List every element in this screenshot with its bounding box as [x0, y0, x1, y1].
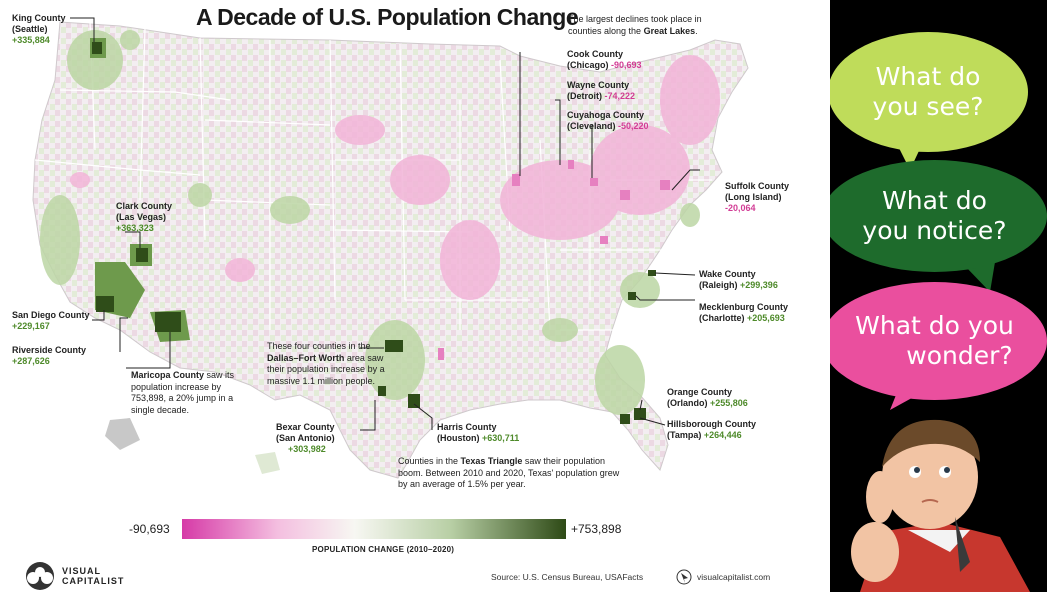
legend-min: -90,693	[129, 522, 170, 536]
texas-triangle-note: Counties in the Texas Triangle saw their…	[398, 456, 620, 489]
map-title: A Decade of U.S. Population Change	[196, 4, 579, 30]
label-orange-county: Orange County (Orlando) +255,806	[667, 387, 748, 408]
prompt-panel: What do you see? What do you notice? What …	[830, 0, 1047, 592]
legend-max: +753,898	[571, 522, 622, 536]
label-mecklenburg-county: Mecklenburg County (Charlotte) +205,693	[699, 302, 789, 323]
label-hillsborough-county: Hillsborough County (Tampa) +264,446	[667, 419, 756, 440]
label-harris-county: Harris County (Houston) +630,711	[437, 422, 520, 443]
dfw-note: These four counties in the Dallas–Fort W…	[267, 341, 385, 386]
strong-decline-regions	[438, 160, 670, 360]
source-text: Source: U.S. Census Bureau, USAFacts	[491, 572, 644, 582]
alaska-shape	[105, 418, 140, 450]
label-cuyahoga-county: Cuyahoga County (Cleveland) -50,220	[567, 110, 649, 131]
site-url: visualcapitalist.com	[697, 572, 771, 582]
visual-capitalist-logo	[26, 562, 692, 590]
bubble-what-do-you-wonder: What do you wonder?	[830, 282, 1047, 400]
growth-regions	[40, 30, 700, 415]
decline-regions	[70, 55, 720, 300]
label-san-diego-county: San Diego County +229,167	[12, 310, 90, 331]
label-suffolk-county: Suffolk County (Long Island) -20,064	[725, 181, 789, 213]
label-wake-county: Wake County (Raleigh) +299,396	[699, 269, 778, 290]
leader-lines	[70, 17, 700, 431]
label-clark-county: Clark County (Las Vegas) +363,323	[116, 201, 173, 233]
us-county-map	[26, 17, 749, 590]
us-outline	[32, 21, 749, 479]
label-king-county: King County (Seattle) +335,884	[12, 13, 66, 45]
label-bexar-county: Bexar County (San Antonio) +303,982	[276, 422, 335, 454]
bubble-what-do-you-notice: What do you notice?	[830, 160, 1047, 272]
thinking-boy-illustration	[851, 419, 1030, 592]
bubble-what-do-you-see: What do you see?	[830, 32, 1028, 152]
label-wayne-county: Wayne County (Detroit) -74,222	[567, 80, 636, 101]
label-cook-county: Cook County (Chicago) -90,693	[567, 49, 642, 70]
brand-wordmark: VISUAL CAPITALIST	[62, 566, 125, 586]
top-growth-counties	[92, 42, 656, 424]
maricopa-note: Maricopa County saw its population incre…	[131, 370, 235, 415]
hawaii-shape	[255, 452, 280, 474]
great-lakes-note: The largest declines took place in count…	[568, 14, 702, 36]
map-infographic: A Decade of U.S. Population Change The l…	[0, 0, 830, 592]
label-riverside-county: Riverside County +287,626	[12, 345, 87, 366]
legend-title: POPULATION CHANGE (2010–2020)	[312, 545, 455, 554]
legend-gradient-bar	[182, 519, 566, 539]
